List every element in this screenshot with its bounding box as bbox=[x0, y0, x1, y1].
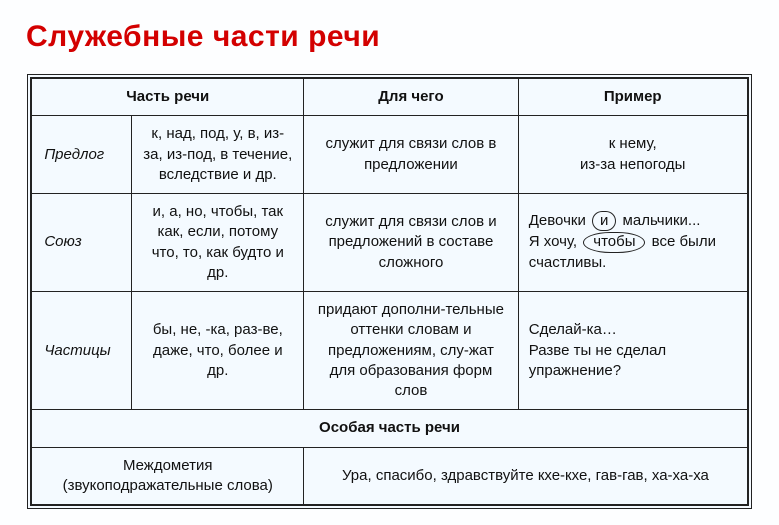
row-forms: к, над, под, у, в, из-за, из-под, в тече… bbox=[132, 116, 304, 194]
row-label: Частицы bbox=[32, 292, 132, 410]
footer-right: Ура, спасибо, здравствуйте кхе-кхе, гав-… bbox=[304, 447, 748, 505]
special-part-header: Особая часть речи bbox=[32, 410, 747, 447]
row-purpose: придают дополни-тельные оттенки словам и… bbox=[304, 292, 519, 410]
header-part-of-speech: Часть речи bbox=[32, 79, 304, 116]
row-example: к нему,из-за непогоды bbox=[518, 116, 747, 194]
footer-row: Междометия (звукоподражательные слова) У… bbox=[32, 447, 747, 505]
row-purpose: служит для связи слов в предложении bbox=[304, 116, 519, 194]
parts-of-speech-table: Часть речи Для чего Пример Предлогк, над… bbox=[31, 78, 747, 505]
table-row: Частицыбы, не, -ка, раз-ве, даже, что, б… bbox=[32, 292, 747, 410]
special-part-header-row: Особая часть речи bbox=[32, 410, 747, 447]
table-header-row: Часть речи Для чего Пример bbox=[32, 79, 747, 116]
row-purpose: служит для связи слов и предложений в со… bbox=[304, 194, 519, 292]
footer-left-paren: (звукоподражательные слова) bbox=[42, 476, 293, 496]
table-row: Предлогк, над, под, у, в, из-за, из-под,… bbox=[32, 116, 747, 194]
row-forms: бы, не, -ка, раз-ве, даже, что, более и … bbox=[132, 292, 304, 410]
header-example: Пример bbox=[518, 79, 747, 116]
footer-left: Междометия (звукоподражательные слова) bbox=[32, 447, 304, 505]
page-title: Служебные части речи bbox=[26, 20, 755, 54]
row-label: Союз bbox=[32, 194, 132, 292]
footer-left-label: Междометия bbox=[123, 457, 213, 474]
row-forms: и, а, но, чтобы, так как, если, потому ч… bbox=[132, 194, 304, 292]
row-label: Предлог bbox=[32, 116, 132, 194]
row-example: Девочки и мальчики...Я хочу, чтобы все б… bbox=[518, 194, 747, 292]
table-container: Часть речи Для чего Пример Предлогк, над… bbox=[27, 74, 751, 509]
table-row: Союзи, а, но, чтобы, так как, если, пото… bbox=[32, 194, 747, 292]
row-example: Сделай-ка…Разве ты не сделал упражнение? bbox=[518, 292, 747, 410]
header-purpose: Для чего bbox=[304, 79, 519, 116]
